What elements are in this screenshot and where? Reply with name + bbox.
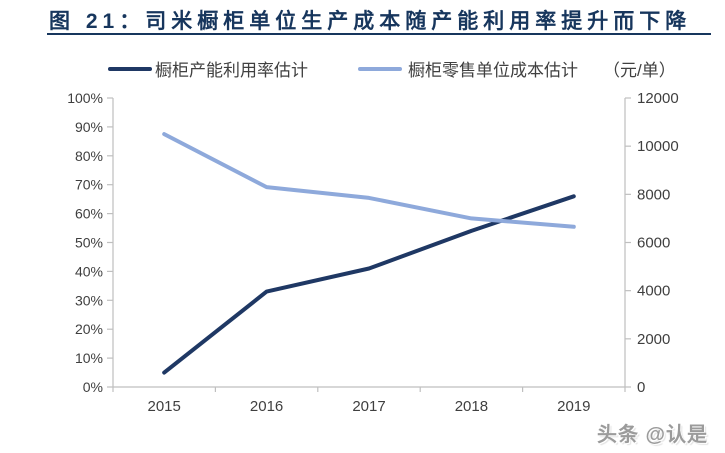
y-axis-right-tick-label: 10000 xyxy=(637,138,679,155)
legend-label-utilization: 橱柜产能利用率估计 xyxy=(155,61,308,80)
chart-legend: 橱柜产能利用率估计 橱柜零售单位成本估计 （元/单） xyxy=(0,56,725,82)
y-axis-right-tick-label: 12000 xyxy=(637,90,679,107)
title-underline xyxy=(47,33,711,35)
y-axis-left-tick-label: 60% xyxy=(75,206,103,222)
y-axis-left-tick-label: 30% xyxy=(75,292,103,308)
toutiao-watermark: 头条 @认是 xyxy=(597,424,709,446)
y-axis-left-tick-label: 70% xyxy=(75,177,103,193)
y-axis-left-tick-label: 50% xyxy=(75,235,103,251)
y-axis-left-tick-label: 40% xyxy=(75,263,103,279)
x-axis-category-label: 2016 xyxy=(250,398,283,415)
y-axis-right-tick-label: 0 xyxy=(637,379,645,396)
x-axis-category-label: 2017 xyxy=(352,398,385,415)
y-axis-right-tick-label: 2000 xyxy=(637,331,670,348)
y-axis-left-tick-label: 90% xyxy=(75,119,103,135)
y-axis-right-tick-label: 8000 xyxy=(637,186,670,203)
y-axis-left-tick-label: 100% xyxy=(67,90,103,106)
y-axis-left-tick-label: 80% xyxy=(75,148,103,164)
y-axis-right-tick-label: 4000 xyxy=(637,283,670,300)
y-axis-left-tick-label: 20% xyxy=(75,321,103,337)
x-axis-category-label: 2018 xyxy=(455,398,488,415)
x-axis-category-label: 2015 xyxy=(148,398,181,415)
x-axis-category-label: 2019 xyxy=(557,398,590,415)
legend-line-swatch-cost xyxy=(358,67,402,71)
series-line-1 xyxy=(162,132,576,229)
right-axis-unit-label: （元/单） xyxy=(603,61,676,80)
y-axis-left-tick-label: 10% xyxy=(75,350,103,366)
y-axis-right-tick-label: 6000 xyxy=(637,235,670,252)
figure-title: 图 21：司米橱柜单位生产成本随产能利用率提升而下降 xyxy=(49,10,692,33)
legend-line-swatch-utilization xyxy=(108,67,152,71)
y-axis-left-tick-label: 0% xyxy=(83,379,103,395)
legend-label-cost: 橱柜零售单位成本估计 xyxy=(408,61,578,80)
